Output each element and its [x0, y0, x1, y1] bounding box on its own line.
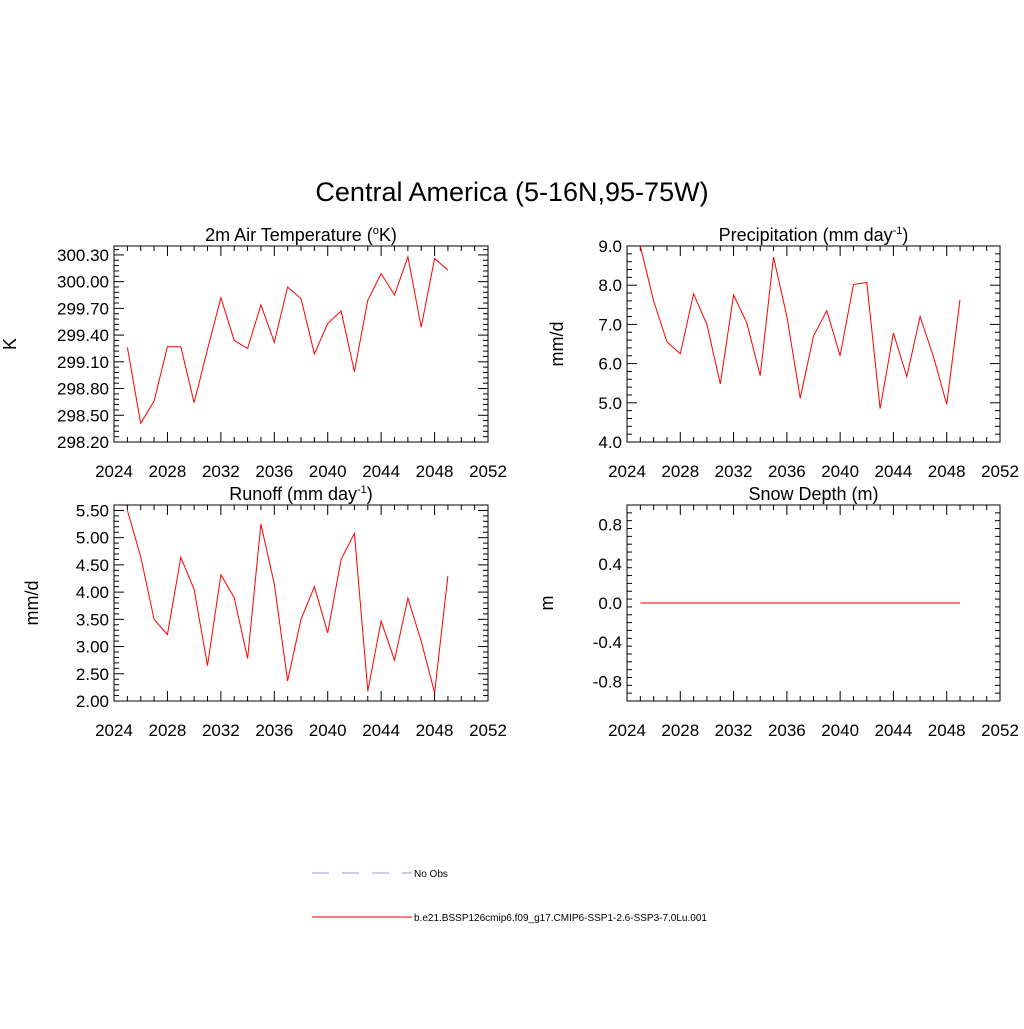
y-tick-label: 300.30	[57, 246, 109, 265]
y-tick-label: 7.0	[598, 315, 622, 334]
y-tick-label: 299.10	[57, 353, 109, 372]
panel-title-sup: -1	[357, 484, 367, 496]
x-tick-label: 2024	[95, 462, 133, 481]
y-axis-label: mm/d	[22, 581, 42, 626]
x-tick-label: 2044	[875, 462, 913, 481]
panel-title: Precipitation (mm day-1)	[719, 225, 909, 245]
x-tick-label: 2032	[715, 721, 753, 740]
y-tick-label: 298.20	[57, 433, 109, 452]
panel-title-end: )	[902, 225, 908, 245]
x-tick-label: 2028	[149, 462, 187, 481]
y-tick-label: -0.4	[593, 633, 622, 652]
y-tick-label: 5.00	[76, 529, 109, 548]
x-tick-label: 2048	[928, 462, 966, 481]
x-tick-label: 2024	[608, 462, 646, 481]
y-tick-label: -0.8	[593, 672, 622, 691]
x-tick-label: 2048	[416, 721, 454, 740]
panel-snow: 2024 2028 2032 2036 2040 2044 2048 2052 -0.8 -0.4…	[537, 484, 1019, 740]
plot-frame	[113, 504, 489, 702]
x-tick-label: 2044	[875, 721, 913, 740]
series-line-temp	[126, 254, 449, 425]
x-tick-label: 2036	[768, 721, 806, 740]
x-tick-label: 2036	[255, 462, 293, 481]
series-line-runoff	[126, 510, 449, 693]
x-tick-label: 2028	[661, 721, 699, 740]
y-tick-label: 9.0	[598, 237, 622, 256]
x-tick-label: 2028	[149, 721, 187, 740]
y-tick-label: 298.80	[57, 380, 109, 399]
legend-model-label: b.e21.BSSP126cmip6.f09_g17.CMIP6-SSP1-2.…	[414, 913, 707, 924]
panel-title-main: Snow Depth (m)	[748, 484, 878, 504]
y-axis-label: mm/d	[547, 322, 567, 367]
y-axis-label: m	[537, 596, 557, 611]
y-tick-label: 4.0	[598, 433, 622, 452]
x-tick-label: 2040	[821, 462, 859, 481]
y-tick-label: 299.70	[57, 299, 109, 318]
panels: 2024 2028 2032 2036 2040 2044 2048 2052 298.20 29…	[0, 225, 1019, 740]
y-tick-label: 8.0	[598, 276, 622, 295]
x-tick-label: 2032	[715, 462, 753, 481]
x-tick-label: 2028	[661, 462, 699, 481]
panel-title-sup: o	[373, 225, 379, 237]
plot-frame	[113, 245, 489, 443]
x-tick-label: 2032	[202, 721, 240, 740]
x-tick-label: 2024	[608, 721, 646, 740]
x-tick-label: 2032	[202, 462, 240, 481]
y-tick-label: 3.00	[76, 638, 109, 657]
y-tick-label: 5.0	[598, 394, 622, 413]
x-tick-label: 2040	[821, 721, 859, 740]
x-tick-label: 2052	[469, 462, 507, 481]
panel-title-sup: -1	[893, 225, 903, 237]
x-tick-label: 2036	[255, 721, 293, 740]
x-tick-label: 2044	[362, 462, 400, 481]
y-tick-label: 0.8	[598, 516, 622, 535]
legend: No Obs b.e21.BSSP126cmip6.f09_g17.CMIP6-…	[312, 869, 707, 924]
x-tick-label: 2048	[416, 462, 454, 481]
y-tick-label: 4.00	[76, 583, 109, 602]
panel-runoff: 2024 2028 2032 2036 2040 2044 2048 2052 2.00 2.50…	[22, 484, 507, 740]
y-tick-label: 300.00	[57, 273, 109, 292]
y-tick-label: 3.50	[76, 610, 109, 629]
x-tick-label: 2024	[95, 721, 133, 740]
panel-precip: 2024 2028 2032 2036 2040 2044 2048 2052 4.0 5.0 6.…	[547, 225, 1019, 481]
y-tick-label: 298.50	[57, 406, 109, 425]
y-tick-label: 2.50	[76, 665, 109, 684]
y-tick-label: 299.40	[57, 326, 109, 345]
y-tick-label: 2.00	[76, 692, 109, 711]
x-tick-label: 2044	[362, 721, 400, 740]
panel-title-main: Precipitation (mm day	[719, 225, 893, 245]
y-tick-label: 0.0	[598, 594, 622, 613]
x-tick-label: 2048	[928, 721, 966, 740]
x-tick-label: 2040	[309, 462, 347, 481]
panel-title-end: )	[367, 484, 373, 504]
panel-title: 2m Air Temperature (oK)	[205, 225, 397, 245]
y-tick-label: 6.0	[598, 355, 622, 374]
series-line-precip	[639, 245, 961, 409]
y-axis-label: K	[0, 338, 20, 350]
y-tick-label: 5.50	[76, 501, 109, 520]
x-tick-label: 2036	[768, 462, 806, 481]
panel-title: Runoff (mm day-1)	[229, 484, 373, 504]
legend-obs-label: No Obs	[414, 869, 448, 880]
panel-temp: 2024 2028 2032 2036 2040 2044 2048 2052 298.20 29…	[0, 225, 507, 481]
x-tick-label: 2052	[469, 721, 507, 740]
panel-title-main: 2m Air Temperature (	[205, 225, 373, 245]
x-tick-label: 2052	[981, 462, 1019, 481]
main-title: Central America (5-16N,95-75W)	[315, 177, 708, 207]
y-tick-label: 0.4	[598, 555, 622, 574]
y-tick-label: 4.50	[76, 556, 109, 575]
x-tick-label: 2052	[981, 721, 1019, 740]
x-tick-label: 2040	[309, 721, 347, 740]
panel-title-end: K)	[379, 225, 397, 245]
panel-title: Snow Depth (m)	[748, 484, 878, 504]
panel-title-main: Runoff (mm day	[229, 484, 357, 504]
